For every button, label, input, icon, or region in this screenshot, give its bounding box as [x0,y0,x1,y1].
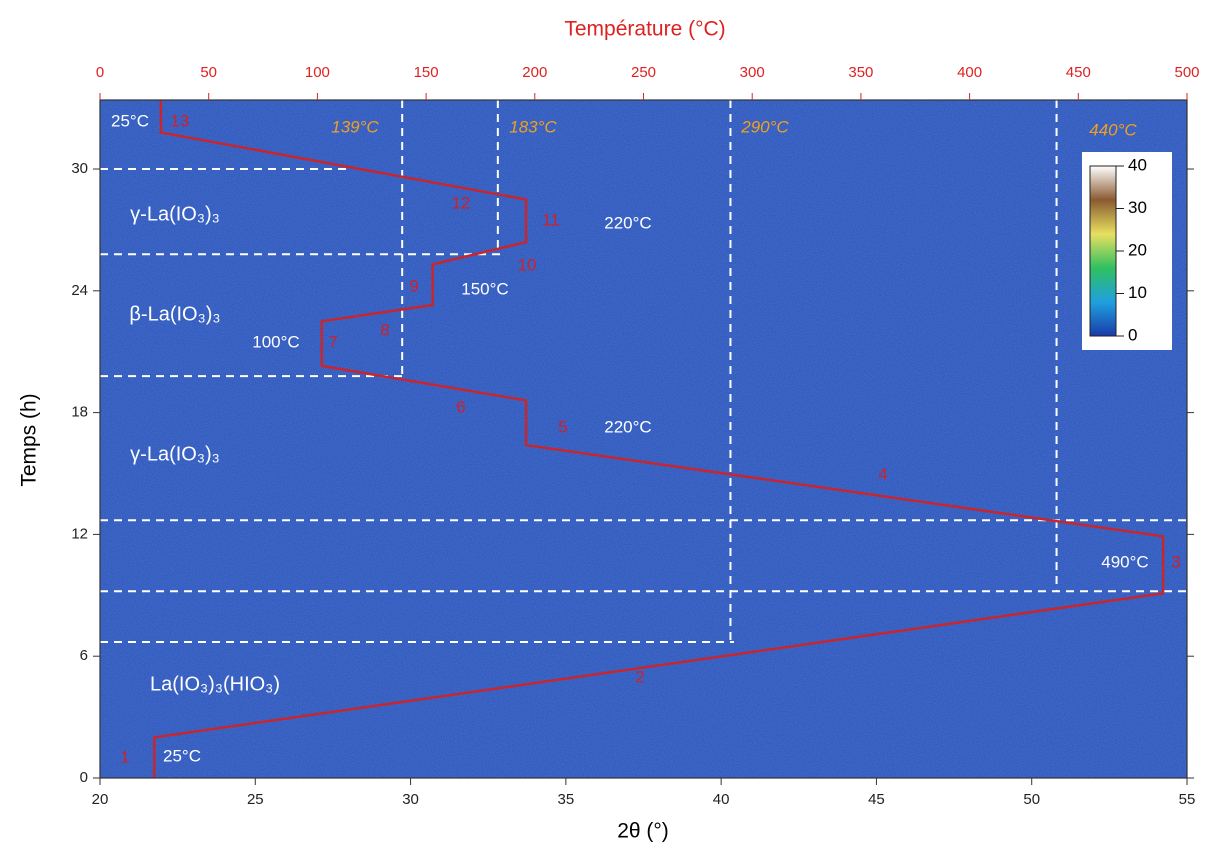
temperature-label: 220°C [604,417,651,436]
x2-tick-label: 500 [1174,64,1199,81]
x2-tick-label: 50 [200,64,217,81]
x2-tick-label: 150 [414,64,439,81]
step-number: 1 [120,747,129,766]
step-number: 8 [380,320,389,339]
x2-tick-label: 300 [740,64,765,81]
temperature-label: 100°C [252,332,299,351]
x-tick-label: 35 [558,791,575,808]
temperature-marker-label: 139°C [331,117,379,136]
colorbar-tick-label: 30 [1128,198,1147,217]
x-tick-label: 25 [247,791,264,808]
temperature-label: 25°C [163,746,201,765]
x2-axis-title: Température (°C) [564,18,725,41]
temperature-profile [153,100,1165,778]
colorbar-tick-label: 10 [1128,283,1147,302]
step-number: 11 [542,210,560,229]
temperature-marker-label: 183°C [509,117,557,136]
colorbar-tick-label: 0 [1128,325,1137,344]
phase-label: β-La(IO₃)₃ [129,303,220,325]
x2-tick-label: 450 [1066,64,1091,81]
temperature-marker-label: 440°C [1089,120,1137,139]
phase-label: γ-La(IO₃)₃ [130,203,220,225]
y-tick-label: 30 [71,160,88,177]
x2-tick-label: 400 [957,64,982,81]
y-tick-label: 18 [71,404,88,421]
x-axis-title: 2θ (°) [617,820,669,843]
colorbar-tick-label: 40 [1128,155,1147,174]
y-tick-label: 0 [80,769,88,786]
step-number: 9 [409,276,418,295]
x-tick-label: 40 [713,791,730,808]
x-tick-label: 50 [1023,791,1040,808]
plot-texture [100,100,1187,778]
step-number: 13 [171,111,190,130]
phase-label: γ-La(IO₃)₃ [130,443,220,465]
y-tick-label: 24 [71,282,88,299]
step-number: 7 [328,332,337,351]
temperature-label: 220°C [604,213,651,232]
step-number: 12 [452,193,471,212]
step-number: 3 [1171,552,1180,571]
step-number: 4 [878,464,887,483]
temperature-marker-label: 290°C [740,117,789,136]
x2-tick-label: 200 [522,64,547,81]
temperature-label: 150°C [461,279,508,298]
x-tick-label: 45 [868,791,885,808]
x2-tick-label: 0 [96,64,104,81]
x-tick-label: 30 [402,791,419,808]
colorbar-tick-label: 20 [1128,240,1147,259]
y-tick-label: 6 [80,647,88,664]
x-tick-label: 20 [92,791,109,808]
temperature-label: 25°C [111,111,149,130]
x2-tick-label: 350 [848,64,873,81]
phase-label: La(IO₃)₃(HIO₃) [150,673,280,695]
step-number: 5 [558,417,567,436]
temperature-label: 490°C [1101,552,1148,571]
x-tick-label: 55 [1179,791,1196,808]
step-number: 6 [456,397,465,416]
y-axis-title: Temps (h) [18,393,41,486]
x2-tick-label: 100 [305,64,330,81]
step-number: 2 [635,667,644,686]
step-number: 10 [518,255,537,274]
x2-tick-label: 250 [631,64,656,81]
y-tick-label: 12 [71,525,88,542]
colorbar [1089,165,1117,337]
